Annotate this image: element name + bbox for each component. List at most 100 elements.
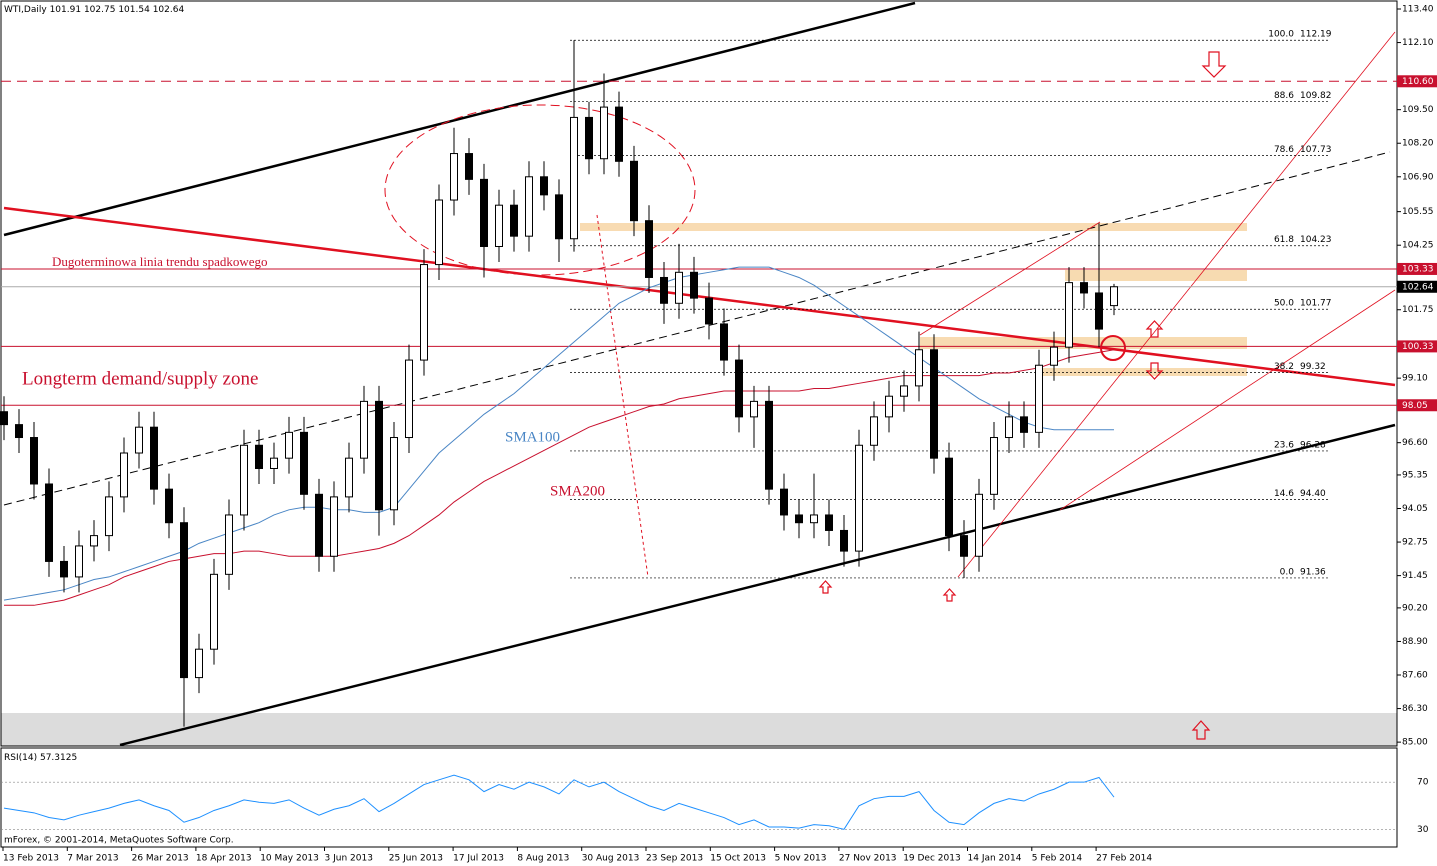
red-line bbox=[1059, 289, 1396, 511]
x-tick-label: 17 Jul 2013 bbox=[453, 854, 504, 864]
candle-body bbox=[375, 400, 383, 511]
x-tick-label: 5 Nov 2013 bbox=[775, 854, 827, 864]
zone bbox=[1040, 368, 1247, 376]
y-tick-label: 94.05 bbox=[1402, 504, 1428, 514]
candle-body bbox=[435, 199, 443, 266]
candle-body bbox=[1080, 282, 1088, 294]
candle-body bbox=[0, 411, 8, 426]
fib-level: 0.0 bbox=[1280, 567, 1295, 577]
y-tick-label: 101.75 bbox=[1402, 305, 1434, 315]
x-tick-label: 26 Mar 2013 bbox=[132, 854, 189, 864]
y-tick-label: 105.55 bbox=[1402, 207, 1434, 217]
fib-price: 104.23 bbox=[1300, 235, 1332, 245]
level-box bbox=[1397, 399, 1437, 412]
candle-body bbox=[1035, 364, 1043, 433]
fib-level: 61.8 bbox=[1274, 235, 1294, 245]
symbol: WTI,Daily bbox=[4, 5, 47, 15]
y-tick-label: 86.30 bbox=[1402, 704, 1428, 714]
candle-body bbox=[585, 116, 593, 160]
candle-body bbox=[450, 153, 458, 201]
bottom-zone bbox=[1, 713, 1397, 746]
channel-mid bbox=[3, 151, 1391, 506]
candle-body bbox=[705, 297, 713, 325]
candle-body bbox=[120, 452, 128, 498]
y-tick-label: 104.25 bbox=[1402, 241, 1434, 251]
arrow-up bbox=[942, 588, 957, 602]
candle-body bbox=[90, 535, 98, 547]
y-tick-label: 96.60 bbox=[1402, 438, 1428, 448]
sma100-line bbox=[3, 266, 1114, 601]
candle-body bbox=[15, 424, 23, 439]
level-label: 100.33 bbox=[1402, 342, 1434, 352]
candle-body bbox=[270, 457, 278, 469]
arrow-up bbox=[1191, 720, 1211, 740]
rsi-tick-label: 30 bbox=[1417, 825, 1429, 835]
candle-body bbox=[45, 483, 53, 562]
candle-body bbox=[225, 514, 233, 575]
candle-body bbox=[480, 178, 488, 247]
candle-body bbox=[1110, 286, 1118, 307]
y-tick-label: 85.00 bbox=[1402, 738, 1428, 748]
close: 102.64 bbox=[153, 5, 185, 15]
candle-body bbox=[690, 271, 698, 299]
level-box bbox=[1397, 75, 1437, 88]
candle-body bbox=[915, 349, 923, 387]
zone bbox=[580, 223, 1247, 231]
candle-body bbox=[165, 488, 173, 524]
fib-price: 91.36 bbox=[1300, 567, 1326, 577]
candle-body bbox=[930, 349, 938, 459]
fib-level: 14.6 bbox=[1274, 489, 1294, 499]
candle-body bbox=[555, 194, 563, 240]
rsi-frame bbox=[0, 747, 1398, 848]
fib-price: 109.82 bbox=[1300, 91, 1332, 101]
arrow-down bbox=[1145, 362, 1164, 380]
level-label: 98.05 bbox=[1402, 401, 1428, 411]
red-line bbox=[957, 31, 1396, 578]
high: 102.75 bbox=[84, 5, 116, 15]
candle-body bbox=[825, 514, 833, 531]
candle-body bbox=[75, 545, 83, 578]
y-tick-label: 95.35 bbox=[1402, 470, 1428, 480]
level-box bbox=[1397, 280, 1437, 293]
candle-body bbox=[405, 359, 413, 439]
zone bbox=[1065, 270, 1247, 281]
x-tick-label: 7 Mar 2013 bbox=[67, 854, 118, 864]
x-tick-label: 10 May 2013 bbox=[260, 854, 319, 864]
candle-body bbox=[885, 395, 893, 418]
candle-body bbox=[750, 400, 758, 418]
y-tick-label: 108.20 bbox=[1402, 139, 1434, 149]
candle-body bbox=[60, 560, 68, 578]
candle-body bbox=[540, 176, 548, 196]
fib-price: 94.40 bbox=[1300, 489, 1326, 499]
fib-line bbox=[596, 214, 649, 578]
fib-level: 50.0 bbox=[1274, 299, 1294, 309]
candle-body bbox=[510, 204, 518, 237]
level-box bbox=[1397, 262, 1437, 275]
rsi-title: RSI(14) bbox=[4, 753, 37, 763]
candle-body bbox=[630, 160, 638, 222]
level-label: 102.64 bbox=[1402, 282, 1434, 292]
sma200-line bbox=[4, 349, 1115, 606]
channel-top bbox=[3, 1, 916, 237]
candle-body bbox=[795, 514, 803, 524]
rsi-line bbox=[3, 774, 1115, 830]
level-label: 103.33 bbox=[1402, 264, 1434, 274]
y-tick-label: 109.50 bbox=[1402, 105, 1434, 115]
candle-body bbox=[840, 529, 848, 552]
candle-body bbox=[390, 437, 398, 511]
candle-body bbox=[105, 496, 113, 537]
fib-price: 112.19 bbox=[1300, 30, 1332, 40]
candle-body bbox=[1095, 292, 1103, 330]
sma200-label: SMA200 bbox=[550, 483, 605, 499]
y-tick-label: 92.75 bbox=[1402, 538, 1428, 548]
fib-level: 38.2 bbox=[1274, 362, 1294, 372]
x-tick-label: 25 Jun 2013 bbox=[389, 854, 443, 864]
candle-body bbox=[465, 153, 473, 180]
candle-body bbox=[345, 457, 353, 498]
candle-body bbox=[960, 535, 968, 557]
x-tick-label: 18 Apr 2013 bbox=[196, 854, 252, 864]
candle-body bbox=[660, 276, 668, 304]
x-tick-label: 8 Aug 2013 bbox=[517, 854, 569, 864]
y-tick-label: 99.10 bbox=[1402, 374, 1428, 384]
copyright: mForex, © 2001-2014, MetaQuotes Software… bbox=[4, 836, 234, 846]
